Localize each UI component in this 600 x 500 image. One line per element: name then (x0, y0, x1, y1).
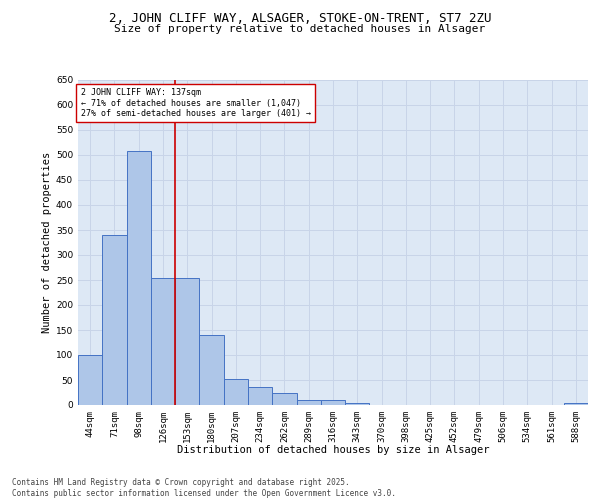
Text: Size of property relative to detached houses in Alsager: Size of property relative to detached ho… (115, 24, 485, 34)
Bar (102, 235, 127, 405)
Bar (199, 335, 224, 405)
Text: 2 JOHN CLIFF WAY: 137sqm
← 71% of detached houses are smaller (1,047)
27% of sem: 2 JOHN CLIFF WAY: 137sqm ← 71% of detach… (80, 88, 311, 118)
Bar (175, 278, 199, 405)
Bar (224, 378, 248, 405)
X-axis label: Distribution of detached houses by size in Alsager: Distribution of detached houses by size … (177, 445, 489, 455)
Text: Contains HM Land Registry data © Crown copyright and database right 2025.
Contai: Contains HM Land Registry data © Crown c… (12, 478, 396, 498)
Bar (248, 386, 272, 405)
Y-axis label: Number of detached properties: Number of detached properties (42, 152, 52, 333)
Bar (296, 400, 321, 405)
Bar (151, 278, 175, 405)
Bar (321, 400, 345, 405)
Bar (78, 355, 102, 405)
Bar (564, 402, 588, 405)
Bar (345, 402, 370, 405)
Text: 2, JOHN CLIFF WAY, ALSAGER, STOKE-ON-TRENT, ST7 2ZU: 2, JOHN CLIFF WAY, ALSAGER, STOKE-ON-TRE… (109, 12, 491, 26)
Bar (127, 152, 151, 405)
Bar (272, 392, 296, 405)
